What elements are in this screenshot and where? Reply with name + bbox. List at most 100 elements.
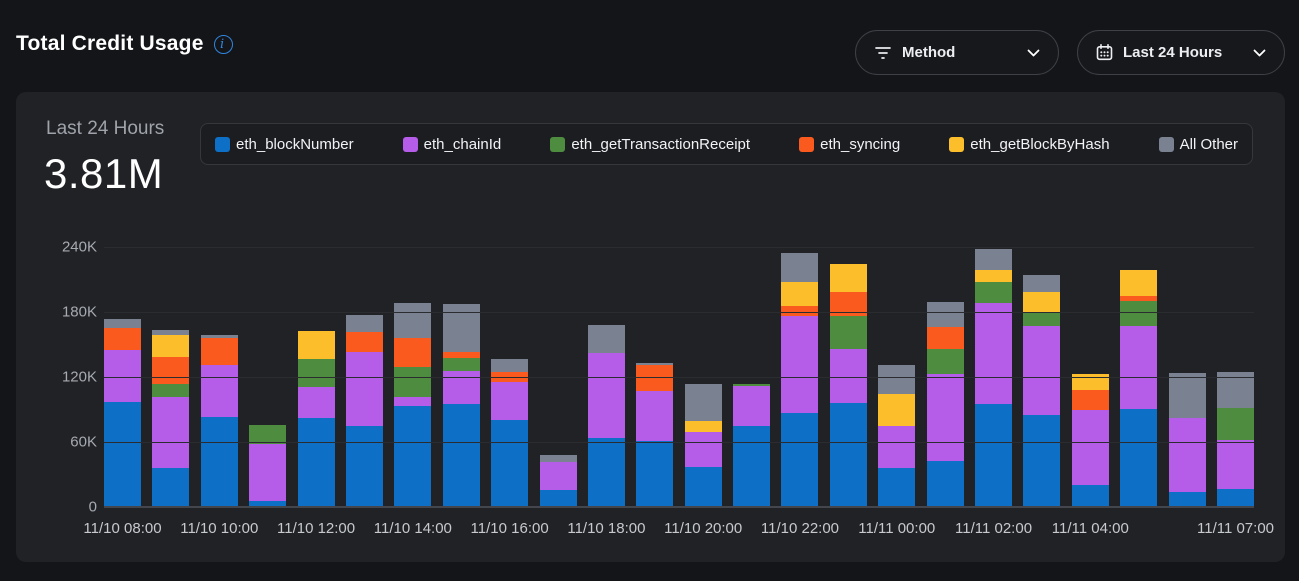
bar-segment-eth_blockNumber: [587, 438, 625, 507]
bar-segment-eth_syncing: [1120, 296, 1158, 302]
bar-segment-eth_getTransactionReceipt: [297, 359, 335, 387]
bar-segment-eth_blockNumber: [104, 402, 141, 507]
legend-item-eth_chainId[interactable]: eth_chainId: [402, 135, 502, 153]
stacked-bar-11-10-09-00[interactable]: [152, 329, 190, 507]
legend-item-eth_getBlockByHash[interactable]: eth_getBlockByHash: [949, 136, 1110, 153]
legend-item-All Other[interactable]: All Other: [1158, 136, 1238, 153]
bar-segment-eth_chainId: [249, 444, 287, 501]
stacked-bar-11-10-14-00[interactable]: [394, 303, 432, 507]
bar-segment-eth_chainId: [152, 397, 190, 468]
bar-segment-eth_getBlockByHash: [1023, 291, 1061, 313]
bar-segment-eth_blockNumber: [878, 468, 916, 507]
stacked-bar-11-10-13-00[interactable]: [345, 315, 383, 507]
bar-segment-eth_syncing: [636, 365, 674, 392]
method-filter-dropdown[interactable]: Method: [855, 30, 1059, 75]
bar-segment-eth_chainId: [1216, 439, 1254, 489]
stacked-bar-11-11-05-00[interactable]: [1120, 270, 1158, 507]
bar-segment-eth_blockNumber: [442, 403, 480, 507]
bar-segment-eth_blockNumber: [684, 467, 722, 507]
stacked-bar-11-10-16-00[interactable]: [491, 358, 529, 507]
y-tick-label: 0: [88, 498, 97, 516]
stacked-bar-11-10-23-00[interactable]: [829, 263, 867, 507]
time-range-label: Last 24 Hours: [1123, 44, 1223, 61]
legend-label: eth_getTransactionReceipt: [571, 135, 751, 153]
bar-segment-eth_getBlockByHash: [829, 263, 867, 293]
stacked-bar-11-10-15-00[interactable]: [442, 304, 480, 507]
bar-segment-eth_getBlockByHash: [297, 330, 335, 360]
bar-segment-eth_chainId: [442, 370, 480, 404]
stacked-bar-11-10-19-00[interactable]: [636, 362, 674, 507]
bar-segment-eth_chainId: [781, 316, 819, 413]
bar-segment-eth_getTransactionReceipt: [152, 384, 190, 398]
legend-label: eth_syncing: [820, 135, 901, 153]
x-tick-label: 11/10 22:00: [760, 520, 840, 537]
x-axis-baseline: [104, 506, 1254, 508]
bar-segment-eth_syncing: [200, 337, 238, 366]
bar-segment-eth_blockNumber: [1168, 492, 1206, 507]
stacked-bar-11-10-11-00[interactable]: [249, 424, 287, 507]
bar-segment-All Other: [394, 303, 432, 339]
bar-segment-eth_getTransactionReceipt: [249, 424, 287, 445]
bar-segment-eth_blockNumber: [539, 489, 577, 507]
legend-swatch: [1158, 136, 1174, 152]
time-range-dropdown[interactable]: Last 24 Hours: [1077, 30, 1285, 75]
bar-segment-eth_chainId: [200, 365, 238, 417]
bar-segment-eth_blockNumber: [345, 425, 383, 507]
gridline: [104, 377, 1254, 378]
bar-segment-eth_getTransactionReceipt: [1023, 312, 1061, 327]
bar-segment-eth_getBlockByHash: [684, 421, 722, 433]
stacked-bar-11-10-21-00[interactable]: [733, 383, 771, 507]
bar-segment-eth_blockNumber: [1120, 408, 1158, 507]
stacked-bar-11-11-07-00[interactable]: [1216, 372, 1254, 507]
x-tick-label: 11/10 20:00: [664, 520, 743, 537]
x-tick-label: 11/10 08:00: [83, 520, 162, 537]
legend-label: eth_chainId: [423, 135, 502, 153]
bar-segment-eth_blockNumber: [1216, 488, 1254, 507]
bar-segment-eth_chainId: [539, 462, 577, 490]
y-tick-label: 240K: [61, 238, 97, 256]
bar-segment-All Other: [104, 319, 141, 329]
bar-segment-eth_blockNumber: [781, 412, 819, 507]
bar-segment-eth_chainId: [104, 350, 141, 403]
x-tick-label: 11/10 16:00: [470, 520, 549, 537]
stacked-bar-11-11-06-00[interactable]: [1168, 373, 1206, 507]
bar-segment-eth_getTransactionReceipt: [394, 367, 432, 398]
bar-segment-eth_blockNumber: [297, 418, 335, 507]
stacked-bar-11-10-20-00[interactable]: [684, 383, 722, 507]
page-title: Total Credit Usage: [16, 32, 204, 55]
stacked-bar-11-11-03-00[interactable]: [1023, 275, 1061, 507]
bar-segment-eth_getTransactionReceipt: [442, 358, 480, 371]
bar-segment-eth_syncing: [394, 338, 432, 368]
bar-segment-eth_chainId: [829, 349, 867, 404]
x-tick-label: 11/10 12:00: [276, 520, 356, 537]
stacked-bar-11-10-22-00[interactable]: [781, 252, 819, 507]
stacked-bar-11-10-18-00[interactable]: [587, 324, 625, 507]
stacked-bar-11-11-02-00[interactable]: [975, 248, 1013, 507]
legend-label: eth_blockNumber: [236, 135, 354, 153]
x-tick-label: 11/10 18:00: [567, 520, 646, 537]
bar-segment-All Other: [636, 362, 674, 366]
stacked-bar-11-11-04-00[interactable]: [1071, 374, 1109, 507]
stacked-bar-11-10-17-00[interactable]: [539, 455, 577, 507]
bar-segment-eth_blockNumber: [926, 460, 964, 507]
credit-usage-chart-plot: [104, 247, 1254, 508]
stacked-bar-11-10-12-00[interactable]: [297, 330, 335, 507]
legend-item-eth_syncing[interactable]: eth_syncing: [799, 136, 900, 153]
stacked-bar-11-11-01-00[interactable]: [926, 301, 964, 507]
stacked-bar-11-10-10-00[interactable]: [200, 335, 238, 507]
legend-item-eth_blockNumber[interactable]: eth_blockNumber: [215, 136, 354, 153]
bar-segment-All Other: [926, 301, 964, 327]
info-icon[interactable]: i: [213, 34, 233, 54]
bar-segment-eth_blockNumber: [200, 416, 238, 507]
stacked-bar-11-10-08-00[interactable]: [104, 319, 141, 507]
legend-swatch: [949, 136, 965, 152]
bar-segment-eth_getTransactionReceipt: [1120, 301, 1158, 327]
legend-item-eth_getTransactionReceipt[interactable]: eth_getTransactionReceipt: [550, 136, 750, 153]
stacked-bar-11-11-00-00[interactable]: [878, 364, 916, 507]
page-header: Total Credit Usage i: [16, 32, 233, 56]
bar-segment-All Other: [878, 364, 916, 394]
bar-segment-eth_syncing: [442, 351, 480, 359]
bar-segment-eth_chainId: [733, 386, 771, 427]
bar-segment-eth_blockNumber: [1071, 485, 1109, 507]
